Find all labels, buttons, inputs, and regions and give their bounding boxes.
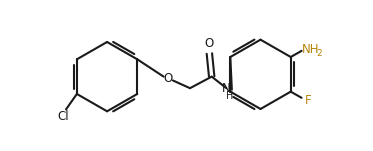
Text: N: N [222, 82, 231, 95]
Text: 2: 2 [317, 49, 322, 58]
Text: F: F [304, 94, 311, 107]
Text: NH: NH [302, 43, 320, 56]
Text: Cl: Cl [57, 110, 69, 123]
Text: O: O [204, 37, 213, 50]
Text: H: H [226, 91, 233, 101]
Text: O: O [164, 72, 173, 85]
